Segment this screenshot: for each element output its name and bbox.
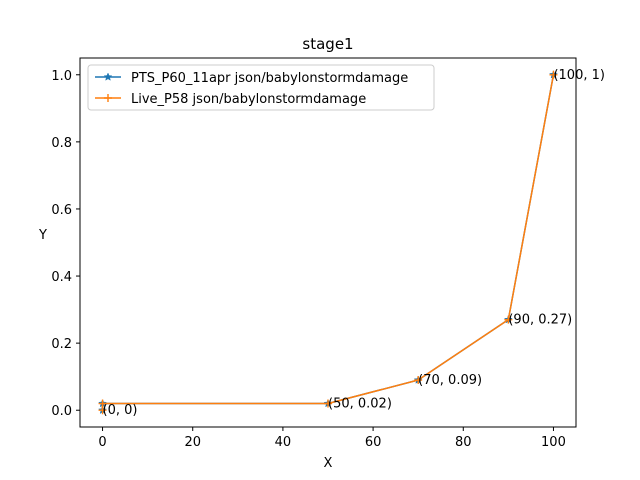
point-annotation: (90, 0.27) [508,313,572,328]
series-2-point [414,376,423,385]
legend: PTS_P60_11apr json/babylonstormdamage Liv… [87,64,435,111]
plot-area: 0 20 40 60 80 100 0.0 0.2 0.4 0.6 0.8 1.0 (0, 0) (50,… [51,57,605,450]
x-tick-label: 80 [455,435,472,450]
axes-frame [79,57,577,428]
legend-item: Live_P58 json/babylonstormdamage [95,92,366,107]
series-line-1 [101,74,555,411]
legend-box [87,64,435,111]
legend-item: PTS_P60_11apr json/babylonstormdamage [95,71,408,86]
point-annotation: (100, 1) [553,68,605,83]
x-tick-label: 100 [541,435,566,450]
series-2-point [98,399,107,408]
x-tick-label: 20 [184,435,201,450]
chart-title: stage1 [302,35,353,53]
series-line-2 [101,74,555,411]
x-tick-label: 60 [365,435,382,450]
point-annotation: (0, 0) [103,403,138,418]
y-tick-label: 0.6 [51,203,72,218]
point-annotation: (50, 0.02) [328,397,392,412]
point-annotation: (70, 0.09) [418,373,482,388]
legend-label: Live_P58 json/babylonstormdamage [131,92,366,107]
y-tick-label: 0.4 [51,270,72,285]
y-tick-label: 0.8 [51,136,72,151]
legend-marker [103,72,113,81]
y-tick-label: 0.0 [51,404,72,419]
x-tick-label: 40 [275,435,292,450]
y-tick-label: 0.2 [51,337,72,352]
x-axis-label: X [324,456,333,471]
legend-label: PTS_P60_11apr json/babylonstormdamage [131,71,408,86]
x-tick-label: 0 [98,435,106,450]
series-2-point [324,399,332,408]
y-tick-label: 1.0 [51,69,72,84]
y-axis-label: Y [38,228,47,243]
series-2-point [504,315,513,324]
series-2-point [98,406,107,415]
series-2-point [549,70,558,79]
legend-marker [104,94,112,102]
